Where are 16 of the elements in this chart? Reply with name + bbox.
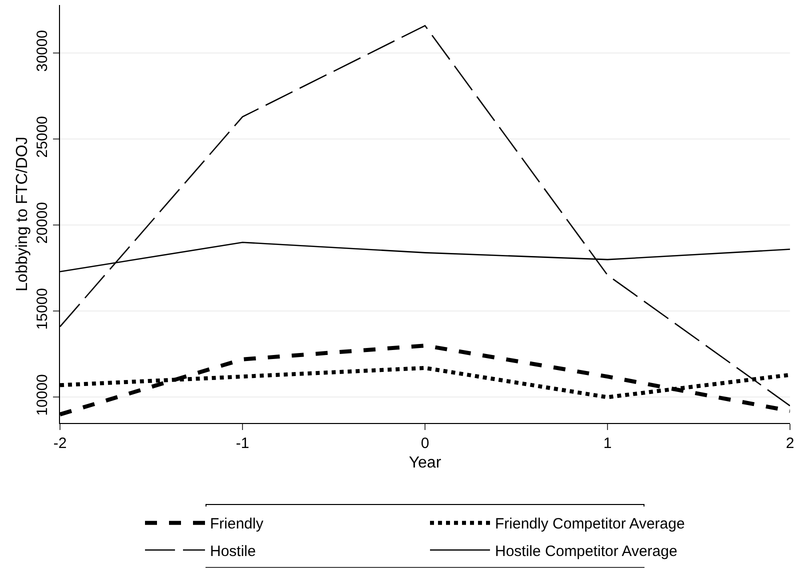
legend-label: Friendly Competitor Average bbox=[495, 516, 685, 533]
x-tick-label: 0 bbox=[420, 435, 430, 452]
x-axis-title: Year bbox=[408, 454, 442, 472]
y-tick-label: 15000 bbox=[34, 288, 51, 330]
x-tick-label: 2 bbox=[786, 435, 794, 452]
legend-label: Friendly bbox=[210, 516, 264, 533]
legend-label: Hostile Competitor Average bbox=[495, 542, 678, 560]
x-tick-label: -1 bbox=[236, 435, 250, 452]
y-tick-label: 30000 bbox=[34, 30, 51, 72]
x-tick-label: 1 bbox=[603, 435, 612, 452]
y-axis-title: Lobbying to FTC/DOJ bbox=[14, 136, 31, 292]
x-tick-label: -2 bbox=[53, 435, 67, 452]
y-tick-label: 10000 bbox=[34, 374, 51, 416]
y-tick-label: 25000 bbox=[34, 116, 51, 158]
legend-label: Hostile bbox=[210, 542, 256, 560]
y-tick-label: 20000 bbox=[34, 202, 51, 244]
